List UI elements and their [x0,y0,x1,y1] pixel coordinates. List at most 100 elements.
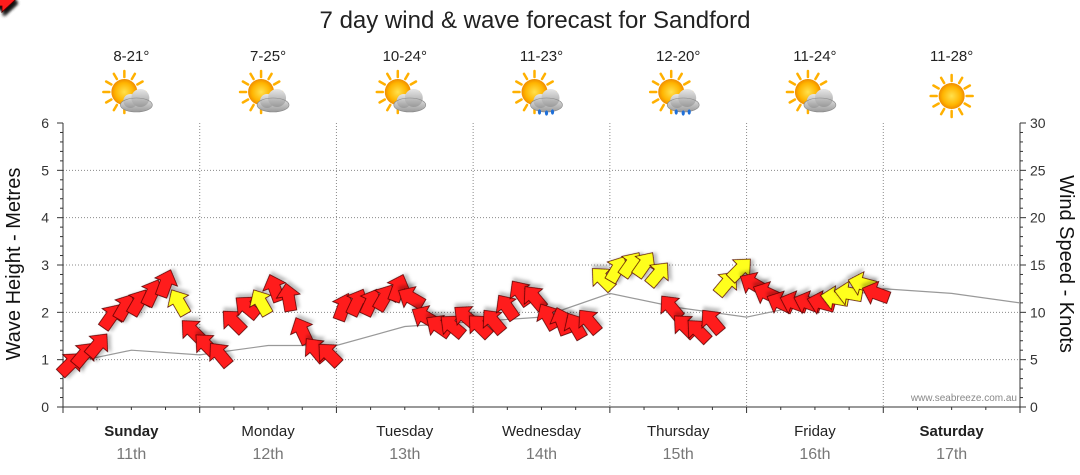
wind-arrow [631,252,656,280]
cloud-icon [393,89,427,113]
day-date-label: 17th [936,446,967,463]
y-right-tick-label: 15 [1030,257,1046,273]
wind-arrow [398,286,427,311]
sun-icon [938,83,965,109]
sun-ray [963,102,972,108]
sun-ray [788,80,797,86]
sun-ray [272,80,281,86]
wind-arrow [222,310,248,336]
wind-arrow [209,342,234,370]
sun-ray [130,72,137,81]
sun-ray [939,107,946,116]
sun-ray [249,103,255,112]
sunny-weather-icon [929,73,974,119]
y-right-tick-label: 20 [1030,210,1046,226]
cloud-outline [393,97,427,113]
day-name-label: Tuesday [376,423,433,440]
day-date-label: 16th [799,446,830,463]
sun-ray [104,98,113,104]
axes: 0 1 2 3 4 5 6 0 5 10 15 20 25 30 Sunday 11th Monday 12th T… [41,115,1046,463]
sun-ray [249,72,255,81]
sun-ray [651,80,660,86]
showers-weather-icon [512,69,563,116]
cloud-icon [256,89,290,113]
sun-ray [659,103,665,112]
sun-ray [659,72,665,81]
sun-ray [814,72,820,81]
rain-drop [681,110,685,116]
cloud-icon [120,89,153,113]
sun-ray [957,107,964,116]
y-left-tick-label: 3 [41,257,49,273]
sun-ray [963,84,972,90]
day-date-label: 14th [526,446,557,463]
rain-icon [674,109,691,116]
wind-arrow [701,309,726,337]
partly-cloudy-weather-icon [375,69,427,115]
partly-cloudy-weather-icon [785,69,837,115]
y-left-tick-label: 4 [41,210,49,226]
sun-ray [788,98,797,104]
sun-ray [932,102,940,108]
y-axis-left-label: Wave Height - Metres [3,168,25,361]
sun-ray [939,76,946,85]
day-temp-range: 11-24° [793,48,836,65]
wind-arrow [249,289,274,318]
day-temp-range: 11-28° [930,48,973,65]
cloud-icon [666,89,700,113]
day-date-label: 12th [253,446,284,463]
sun-ray [522,103,529,112]
cloud-icon [530,89,563,113]
day-name-label: Wednesday [502,423,581,440]
wind-arrow [482,309,508,337]
day-date-label: 15th [663,446,694,463]
sun-ray [378,80,387,86]
sun-ray [378,98,387,104]
day-temp-range: 7-25° [250,48,286,65]
y-right-tick-label: 25 [1030,162,1046,178]
day-temp-range: 12-20° [656,48,700,65]
wind-arrow [0,0,16,13]
wind-series [0,0,892,379]
wind-arrow [318,343,344,369]
sun-ray [819,80,828,86]
day-name-label: Thursday [647,423,710,440]
sun-ray [540,72,547,81]
day-name-label: Saturday [920,423,985,440]
wind-arrow [578,309,603,337]
sun-ray [386,103,392,112]
sun-ray [522,72,529,81]
sun-ray [651,98,660,104]
sun-ray [515,98,523,104]
sun-ray [386,72,392,81]
y-left-tick-label: 6 [41,115,49,131]
wind-arrow [275,282,302,313]
sun-ray [796,72,802,81]
grid [63,123,1020,407]
wind-arrow [440,315,467,341]
y-left-tick-label: 1 [41,352,49,368]
sun-ray [515,80,523,86]
y-left-tick-label: 0 [41,399,49,415]
wind-arrow [153,269,179,299]
rain-icon [537,109,555,116]
wind-arrow [644,262,669,289]
day-name-label: Sunday [104,423,159,440]
y-axis-right-label: Wind Speed - Knots [1055,175,1077,353]
cloud-icon [803,89,837,113]
sun-ray [932,84,940,90]
day-temp-range: 10-24° [383,48,427,65]
wind-arrow [468,315,495,341]
rain-drop [550,109,555,115]
wind-arrow [495,294,521,323]
sun-ray [409,80,418,86]
day-date-label: 11th [116,446,146,463]
showers-weather-icon [648,69,700,116]
partly-cloudy-weather-icon [102,69,153,115]
wind-arrow [861,280,892,305]
wind-arrow [386,274,411,304]
wind-arrow [83,333,109,360]
sun-ray [957,76,964,85]
sun-ray [267,72,273,81]
